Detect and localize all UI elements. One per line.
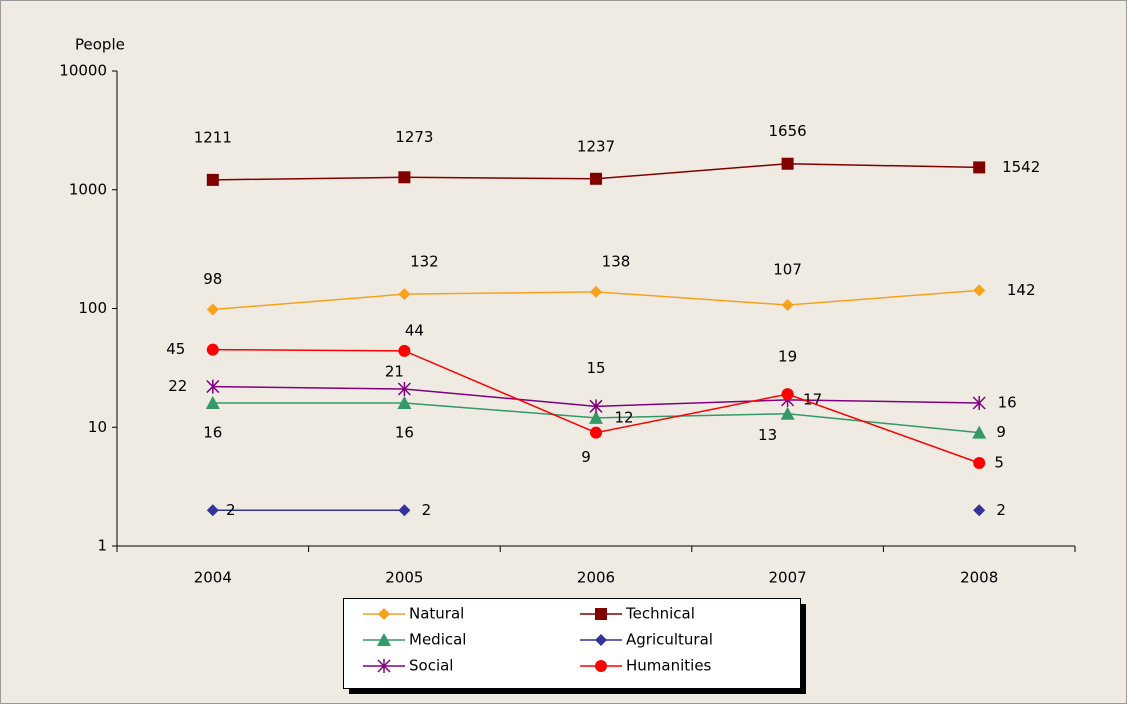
- marker: [972, 425, 987, 439]
- data-label: 142: [1007, 281, 1036, 299]
- marker: [397, 396, 412, 410]
- data-label: 138: [602, 252, 631, 270]
- data-label: 44: [405, 321, 424, 339]
- data-label: 1273: [395, 128, 433, 146]
- data-label: 17: [803, 390, 822, 408]
- y-tick-label: 1000: [69, 180, 107, 198]
- data-label: 2: [226, 501, 236, 519]
- marker: [206, 379, 220, 394]
- x-tick-label: 2007: [769, 569, 807, 587]
- data-label: 98: [203, 270, 222, 288]
- y-tick-label: 1: [97, 537, 107, 555]
- marker: [973, 456, 986, 469]
- data-label: 16: [998, 394, 1017, 412]
- legend-label: Social: [409, 657, 453, 675]
- marker: [206, 303, 219, 316]
- data-label: 132: [410, 253, 439, 271]
- marker: [973, 504, 986, 517]
- data-label: 1542: [1002, 158, 1040, 176]
- legend-label: Medical: [409, 631, 466, 649]
- data-label: 9: [581, 448, 591, 466]
- marker: [780, 406, 795, 420]
- data-label: 15: [586, 359, 605, 377]
- marker: [595, 660, 607, 672]
- marker: [972, 396, 986, 411]
- marker: [205, 396, 220, 410]
- marker: [206, 173, 219, 186]
- y-tick-label: 10: [88, 418, 107, 436]
- marker: [589, 399, 603, 414]
- marker: [206, 343, 219, 356]
- data-label: 1656: [769, 122, 807, 140]
- marker: [206, 504, 219, 517]
- marker: [973, 284, 986, 297]
- marker: [398, 504, 411, 517]
- marker: [590, 285, 602, 298]
- marker: [377, 633, 391, 646]
- legend-label: Technical: [625, 605, 695, 623]
- marker: [398, 288, 411, 301]
- data-label: 1237: [577, 137, 615, 155]
- data-label: 12: [614, 408, 633, 426]
- data-label: 9: [996, 423, 1006, 441]
- marker: [595, 608, 607, 620]
- legend-label: Agricultural: [626, 631, 713, 649]
- marker: [595, 634, 607, 646]
- data-label: 2: [422, 501, 432, 519]
- y-tick-label: 100: [78, 299, 107, 317]
- data-label: 16: [395, 424, 414, 442]
- marker: [378, 608, 390, 620]
- marker: [398, 344, 411, 357]
- marker: [781, 388, 794, 401]
- x-tick-label: 2004: [194, 569, 232, 587]
- marker: [398, 171, 411, 184]
- y-axis-label: People: [75, 36, 125, 54]
- x-tick-label: 2006: [577, 569, 615, 587]
- y-tick-label: 10000: [59, 62, 107, 80]
- data-label: 16: [203, 424, 222, 442]
- legend-label: Humanities: [626, 657, 712, 675]
- data-label: 21: [385, 362, 404, 380]
- marker: [397, 381, 411, 396]
- data-label: 2: [996, 501, 1006, 519]
- x-tick-label: 2005: [385, 569, 423, 587]
- data-label: 5: [994, 453, 1004, 471]
- data-label: 45: [166, 340, 185, 358]
- data-label: 13: [758, 426, 777, 444]
- legend: [343, 598, 801, 689]
- marker: [589, 410, 603, 424]
- marker: [781, 157, 794, 170]
- data-label: 1211: [194, 128, 232, 146]
- data-label: 19: [778, 348, 797, 366]
- marker: [377, 659, 391, 673]
- marker: [973, 161, 986, 174]
- x-tick-label: 2008: [960, 569, 998, 587]
- data-label: 107: [773, 261, 802, 279]
- marker: [781, 299, 794, 312]
- marker: [590, 426, 602, 439]
- data-label: 22: [168, 377, 187, 395]
- legend-label: Natural: [409, 605, 464, 623]
- marker: [590, 172, 602, 185]
